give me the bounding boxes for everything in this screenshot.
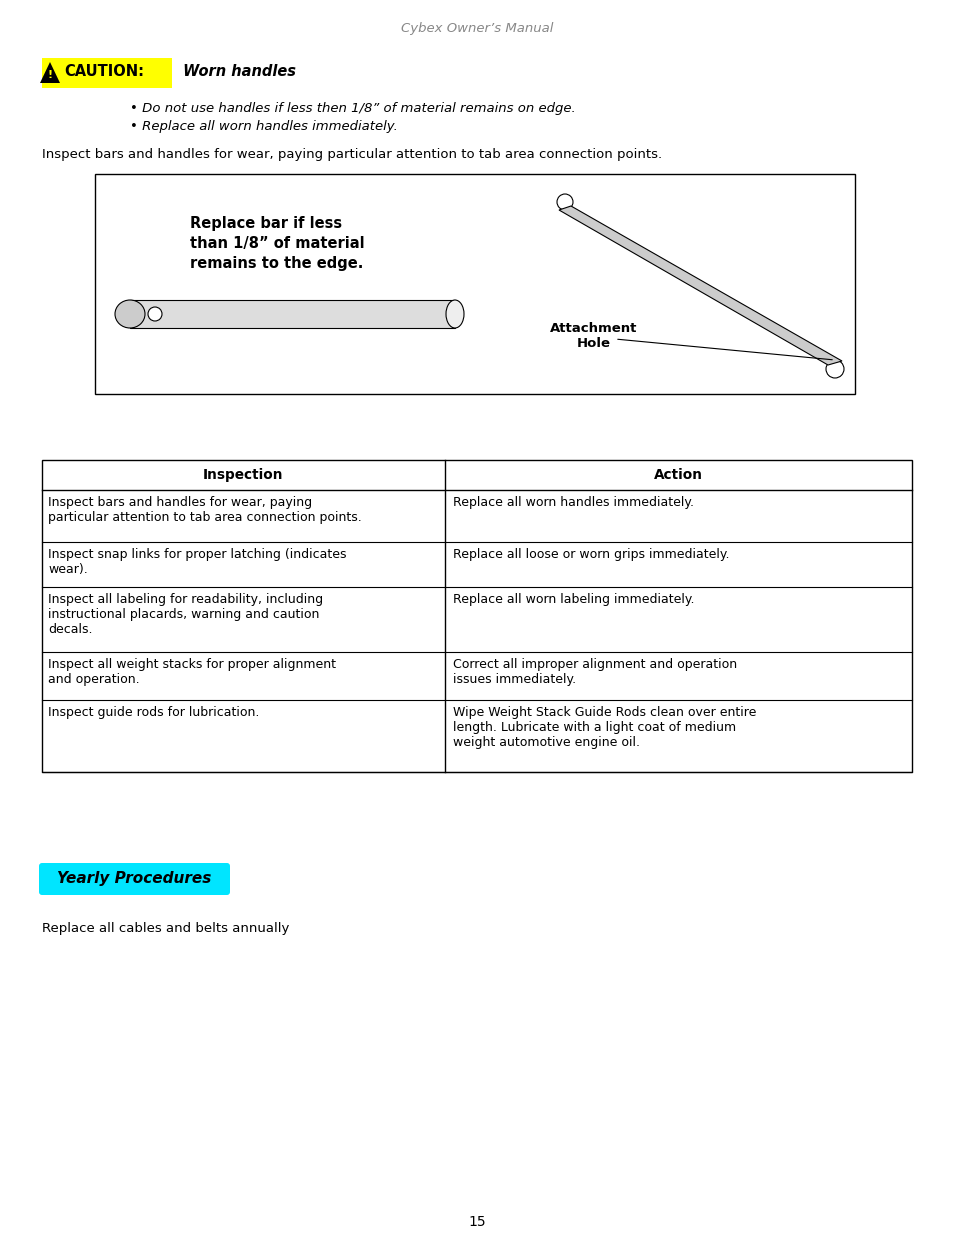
Text: Wipe Weight Stack Guide Rods clean over entire
length. Lubricate with a light co: Wipe Weight Stack Guide Rods clean over … <box>453 706 756 748</box>
Text: Inspect guide rods for lubrication.: Inspect guide rods for lubrication. <box>48 706 259 719</box>
Text: • Replace all worn handles immediately.: • Replace all worn handles immediately. <box>130 120 397 133</box>
Text: • Do not use handles if less then 1/8” of material remains on edge.: • Do not use handles if less then 1/8” o… <box>130 103 576 115</box>
Text: 15: 15 <box>468 1215 485 1229</box>
FancyBboxPatch shape <box>39 863 230 895</box>
Text: Inspect all labeling for readability, including
instructional placards, warning : Inspect all labeling for readability, in… <box>48 593 323 636</box>
Text: Replace all worn handles immediately.: Replace all worn handles immediately. <box>453 496 693 509</box>
Text: Inspect all weight stacks for proper alignment
and operation.: Inspect all weight stacks for proper ali… <box>48 658 335 685</box>
Text: Inspect snap links for proper latching (indicates
wear).: Inspect snap links for proper latching (… <box>48 548 346 576</box>
Text: Yearly Procedures: Yearly Procedures <box>57 872 212 887</box>
Text: Inspect bars and handles for wear, paying particular attention to tab area conne: Inspect bars and handles for wear, payin… <box>42 148 661 161</box>
FancyBboxPatch shape <box>42 459 911 772</box>
Text: remains to the edge.: remains to the edge. <box>190 256 363 270</box>
Text: Attachment
Hole: Attachment Hole <box>550 322 637 350</box>
Text: Replace bar if less: Replace bar if less <box>190 216 342 231</box>
Text: Replace all cables and belts annually: Replace all cables and belts annually <box>42 923 289 935</box>
Polygon shape <box>40 62 60 83</box>
Polygon shape <box>558 206 841 366</box>
Ellipse shape <box>446 300 463 329</box>
Text: Action: Action <box>654 468 702 482</box>
Text: Correct all improper alignment and operation
issues immediately.: Correct all improper alignment and opera… <box>453 658 737 685</box>
Text: Inspect bars and handles for wear, paying
particular attention to tab area conne: Inspect bars and handles for wear, payin… <box>48 496 361 524</box>
Text: than 1/8” of material: than 1/8” of material <box>190 236 364 251</box>
Polygon shape <box>130 300 455 329</box>
Text: Cybex Owner’s Manual: Cybex Owner’s Manual <box>400 22 553 35</box>
Circle shape <box>148 308 162 321</box>
Text: Replace all loose or worn grips immediately.: Replace all loose or worn grips immediat… <box>453 548 729 561</box>
Text: Replace all worn labeling immediately.: Replace all worn labeling immediately. <box>453 593 694 606</box>
Text: CAUTION:: CAUTION: <box>64 63 144 79</box>
Circle shape <box>825 359 843 378</box>
Text: Worn handles: Worn handles <box>178 63 295 79</box>
Ellipse shape <box>115 300 145 329</box>
Text: !: ! <box>48 70 52 80</box>
FancyBboxPatch shape <box>95 174 854 394</box>
Text: Inspection: Inspection <box>203 468 283 482</box>
Circle shape <box>557 194 573 210</box>
FancyBboxPatch shape <box>42 58 172 88</box>
